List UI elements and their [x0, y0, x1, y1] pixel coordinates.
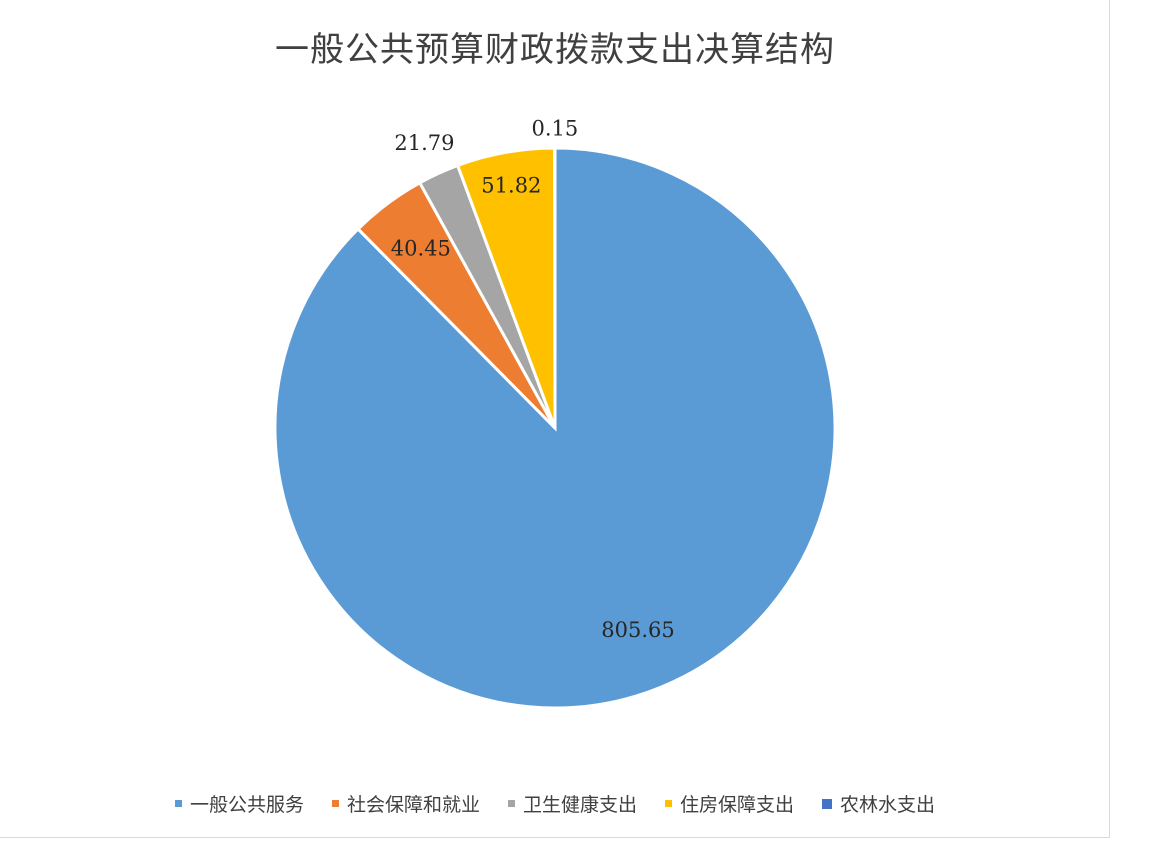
legend-swatch	[822, 798, 833, 809]
data-label: 51.82	[481, 173, 541, 197]
legend: 一般公共服务 社会保障和就业 卫生健康支出 住房保障支出 农林水支出	[0, 790, 1110, 817]
legend-item: 卫生健康支出	[507, 790, 637, 817]
data-label: 805.65	[601, 618, 674, 642]
chart-area	[0, 0, 1110, 838]
legend-swatch	[174, 800, 182, 807]
legend-swatch	[507, 800, 515, 807]
data-label: 21.79	[394, 131, 454, 155]
legend-label: 社会保障和就业	[346, 794, 480, 816]
legend-swatch	[665, 800, 672, 807]
legend-item: 农林水支出	[822, 790, 935, 817]
data-label: 0.15	[531, 116, 578, 140]
legend-label: 一般公共服务	[189, 794, 304, 816]
legend-item: 一般公共服务	[174, 790, 304, 817]
legend-label: 住房保障支出	[680, 794, 795, 816]
legend-label: 农林水支出	[840, 794, 936, 816]
data-label: 40.45	[391, 237, 451, 261]
legend-item: 住房保障支出	[665, 790, 794, 817]
legend-label: 卫生健康支出	[522, 794, 637, 816]
legend-item: 社会保障和就业	[331, 790, 480, 817]
legend-swatch	[331, 800, 339, 807]
chart-title: 一般公共预算财政拨款支出决算结构	[275, 30, 835, 70]
